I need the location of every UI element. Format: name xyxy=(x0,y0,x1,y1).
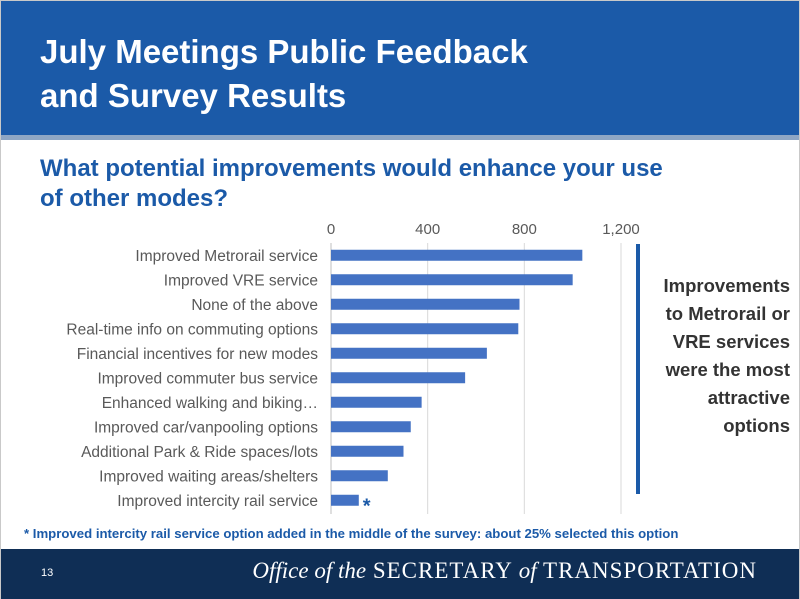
org-secretary: SECRETARY xyxy=(372,558,513,583)
callout-divider xyxy=(636,244,640,494)
slide-title-line-1: July Meetings Public Feedback xyxy=(40,33,528,70)
category-label: Improved waiting areas/shelters xyxy=(99,468,318,485)
bar xyxy=(331,372,466,384)
bar xyxy=(331,323,519,335)
bar xyxy=(331,494,359,506)
survey-question-line-2: of other modes? xyxy=(40,185,229,212)
org-office-of: Office of the xyxy=(252,558,367,583)
x-tick-label: 800 xyxy=(512,221,537,238)
category-label: Enhanced walking and biking… xyxy=(102,395,318,412)
bar xyxy=(331,445,404,457)
page-number: 13 xyxy=(41,567,54,579)
category-label: None of the above xyxy=(191,297,318,314)
footer-bar: 13 Office of the SECRETARY of TRANSPORTA… xyxy=(1,549,799,599)
x-tick-label: 1,200 xyxy=(602,221,640,238)
bar-annotation: * xyxy=(363,495,371,517)
category-label: Financial incentives for new modes xyxy=(77,346,318,363)
category-label: Improved Metrorail service xyxy=(135,248,318,265)
category-label: Improved commuter bus service xyxy=(97,370,318,387)
title-banner xyxy=(1,1,799,135)
org-of: of xyxy=(518,558,537,583)
bar xyxy=(331,421,411,433)
callout-line-3: VRE services xyxy=(672,331,790,352)
organization-name: Office of the SECRETARY of TRANSPORTATIO… xyxy=(1,558,757,584)
callout-line-5: attractive xyxy=(707,387,790,408)
callout-line-6: options xyxy=(723,415,790,436)
slide-title-line-2: and Survey Results xyxy=(40,77,347,114)
x-tick-label: 400 xyxy=(415,221,440,238)
bar xyxy=(331,249,583,261)
callout-line-2: to Metrorail or xyxy=(665,303,790,324)
category-label: Improved car/vanpooling options xyxy=(94,419,318,436)
callout-line-4: were the most xyxy=(665,359,790,380)
bar xyxy=(331,470,388,482)
title-banner-stripe xyxy=(1,135,799,140)
survey-question: What potential improvements would enhanc… xyxy=(40,154,663,214)
category-label: Additional Park & Ride spaces/lots xyxy=(81,444,318,461)
callout-line-1: Improvements xyxy=(663,275,790,296)
bar xyxy=(331,298,520,310)
org-transportation: TRANSPORTATION xyxy=(543,558,757,583)
slide-title: July Meetings Public Feedback and Survey… xyxy=(40,30,528,118)
survey-question-line-1: What potential improvements would enhanc… xyxy=(40,155,663,182)
bar xyxy=(331,396,422,408)
category-label: Improved intercity rail service xyxy=(117,493,318,510)
x-tick-label: 0 xyxy=(327,221,335,238)
category-label: Real-time info on commuting options xyxy=(66,321,318,338)
bar xyxy=(331,347,487,359)
footnote: * Improved intercity rail service option… xyxy=(24,526,679,541)
category-label: Improved VRE service xyxy=(164,272,318,289)
bar xyxy=(331,274,573,286)
callout-text: Improvements to Metrorail or VRE service… xyxy=(640,272,790,440)
